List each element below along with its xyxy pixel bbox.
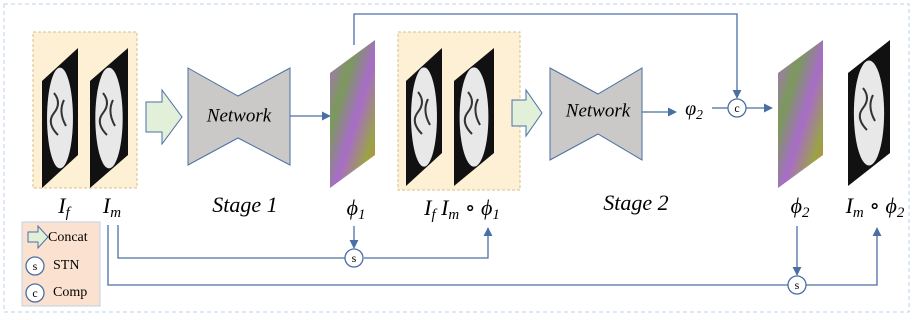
label-text: φ: [685, 98, 696, 120]
deformation-field: [330, 40, 375, 188]
brain: [854, 60, 884, 165]
diagram: Network Network Stage 1 Stage 2 Concat S…: [0, 0, 917, 320]
math-label: If Im ∘ ϕ1: [423, 195, 500, 223]
label-subscript: m: [110, 205, 121, 221]
label-subscript: 2: [897, 205, 905, 221]
operator-label: s: [33, 259, 38, 273]
math-label: ϕ1: [347, 195, 366, 223]
label-text: ∘ ϕ: [459, 195, 492, 220]
concat-arrow: [146, 90, 182, 144]
connector: [806, 228, 877, 285]
operator-label: s: [795, 278, 800, 292]
network-label: Network: [565, 100, 631, 121]
network-label: Network: [206, 105, 272, 126]
connector: [108, 225, 788, 285]
label-subscript: m: [853, 205, 864, 221]
operator-label: s: [352, 251, 357, 265]
math-label: Im ∘ ϕ2: [845, 193, 905, 221]
math-label: φ2: [685, 98, 703, 123]
label-subscript: 1: [358, 207, 365, 223]
connector: [118, 225, 346, 258]
label-subscript: f: [66, 205, 72, 221]
label-text: ϕ: [347, 195, 358, 220]
label-text: ϕ: [791, 193, 802, 218]
stage-title: Stage 2: [603, 190, 668, 215]
legend-label: Concat: [48, 230, 88, 245]
stage-title: Stage 1: [212, 192, 277, 217]
label-subscript: 2: [802, 205, 810, 221]
legend-label: Comp: [53, 285, 87, 300]
label-text: ∘ ϕ: [864, 193, 897, 218]
math-label: If: [57, 193, 71, 221]
label-subscript: 1: [492, 207, 499, 223]
label-subscript: m: [448, 207, 459, 223]
operator-label: c: [734, 101, 739, 115]
label-subscript: 2: [696, 107, 703, 122]
deformation-field: [778, 40, 823, 188]
legend-label: STN: [53, 258, 79, 273]
brain: [460, 67, 489, 166]
connector: [364, 228, 488, 258]
operator-label: c: [32, 286, 37, 300]
math-label: ϕ2: [791, 193, 810, 221]
math-label: Im: [102, 193, 121, 221]
